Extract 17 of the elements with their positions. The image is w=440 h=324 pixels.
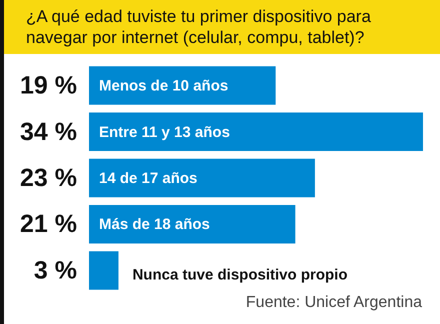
bar [89, 66, 276, 105]
bar [89, 205, 296, 244]
y-tick-label: Entre 11 y 13 años [99, 124, 230, 141]
y-tick-label: Más de 18 años [99, 216, 210, 234]
y-tick-label: Menos de 10 años [99, 78, 228, 95]
data-label: 3 % [34, 256, 77, 284]
chart-title: ¿A qué edad tuviste tu primer dispositivo para navegar por internet (celular, compu, tablet)? [4, 0, 440, 54]
y-tick-label: 14 de 17 años [99, 170, 198, 187]
y-tick-label: Nunca tuve dispositivo propio [132, 266, 348, 284]
data-label: 23 % [20, 164, 77, 192]
data-label: 19 % [20, 72, 77, 100]
data-label: 34 % [20, 118, 77, 146]
bar [89, 251, 118, 290]
bar [89, 158, 315, 198]
bar [89, 112, 423, 151]
annotation: Fuente: Unicef Argentina [244, 294, 422, 312]
data-label: 21 % [20, 210, 77, 238]
